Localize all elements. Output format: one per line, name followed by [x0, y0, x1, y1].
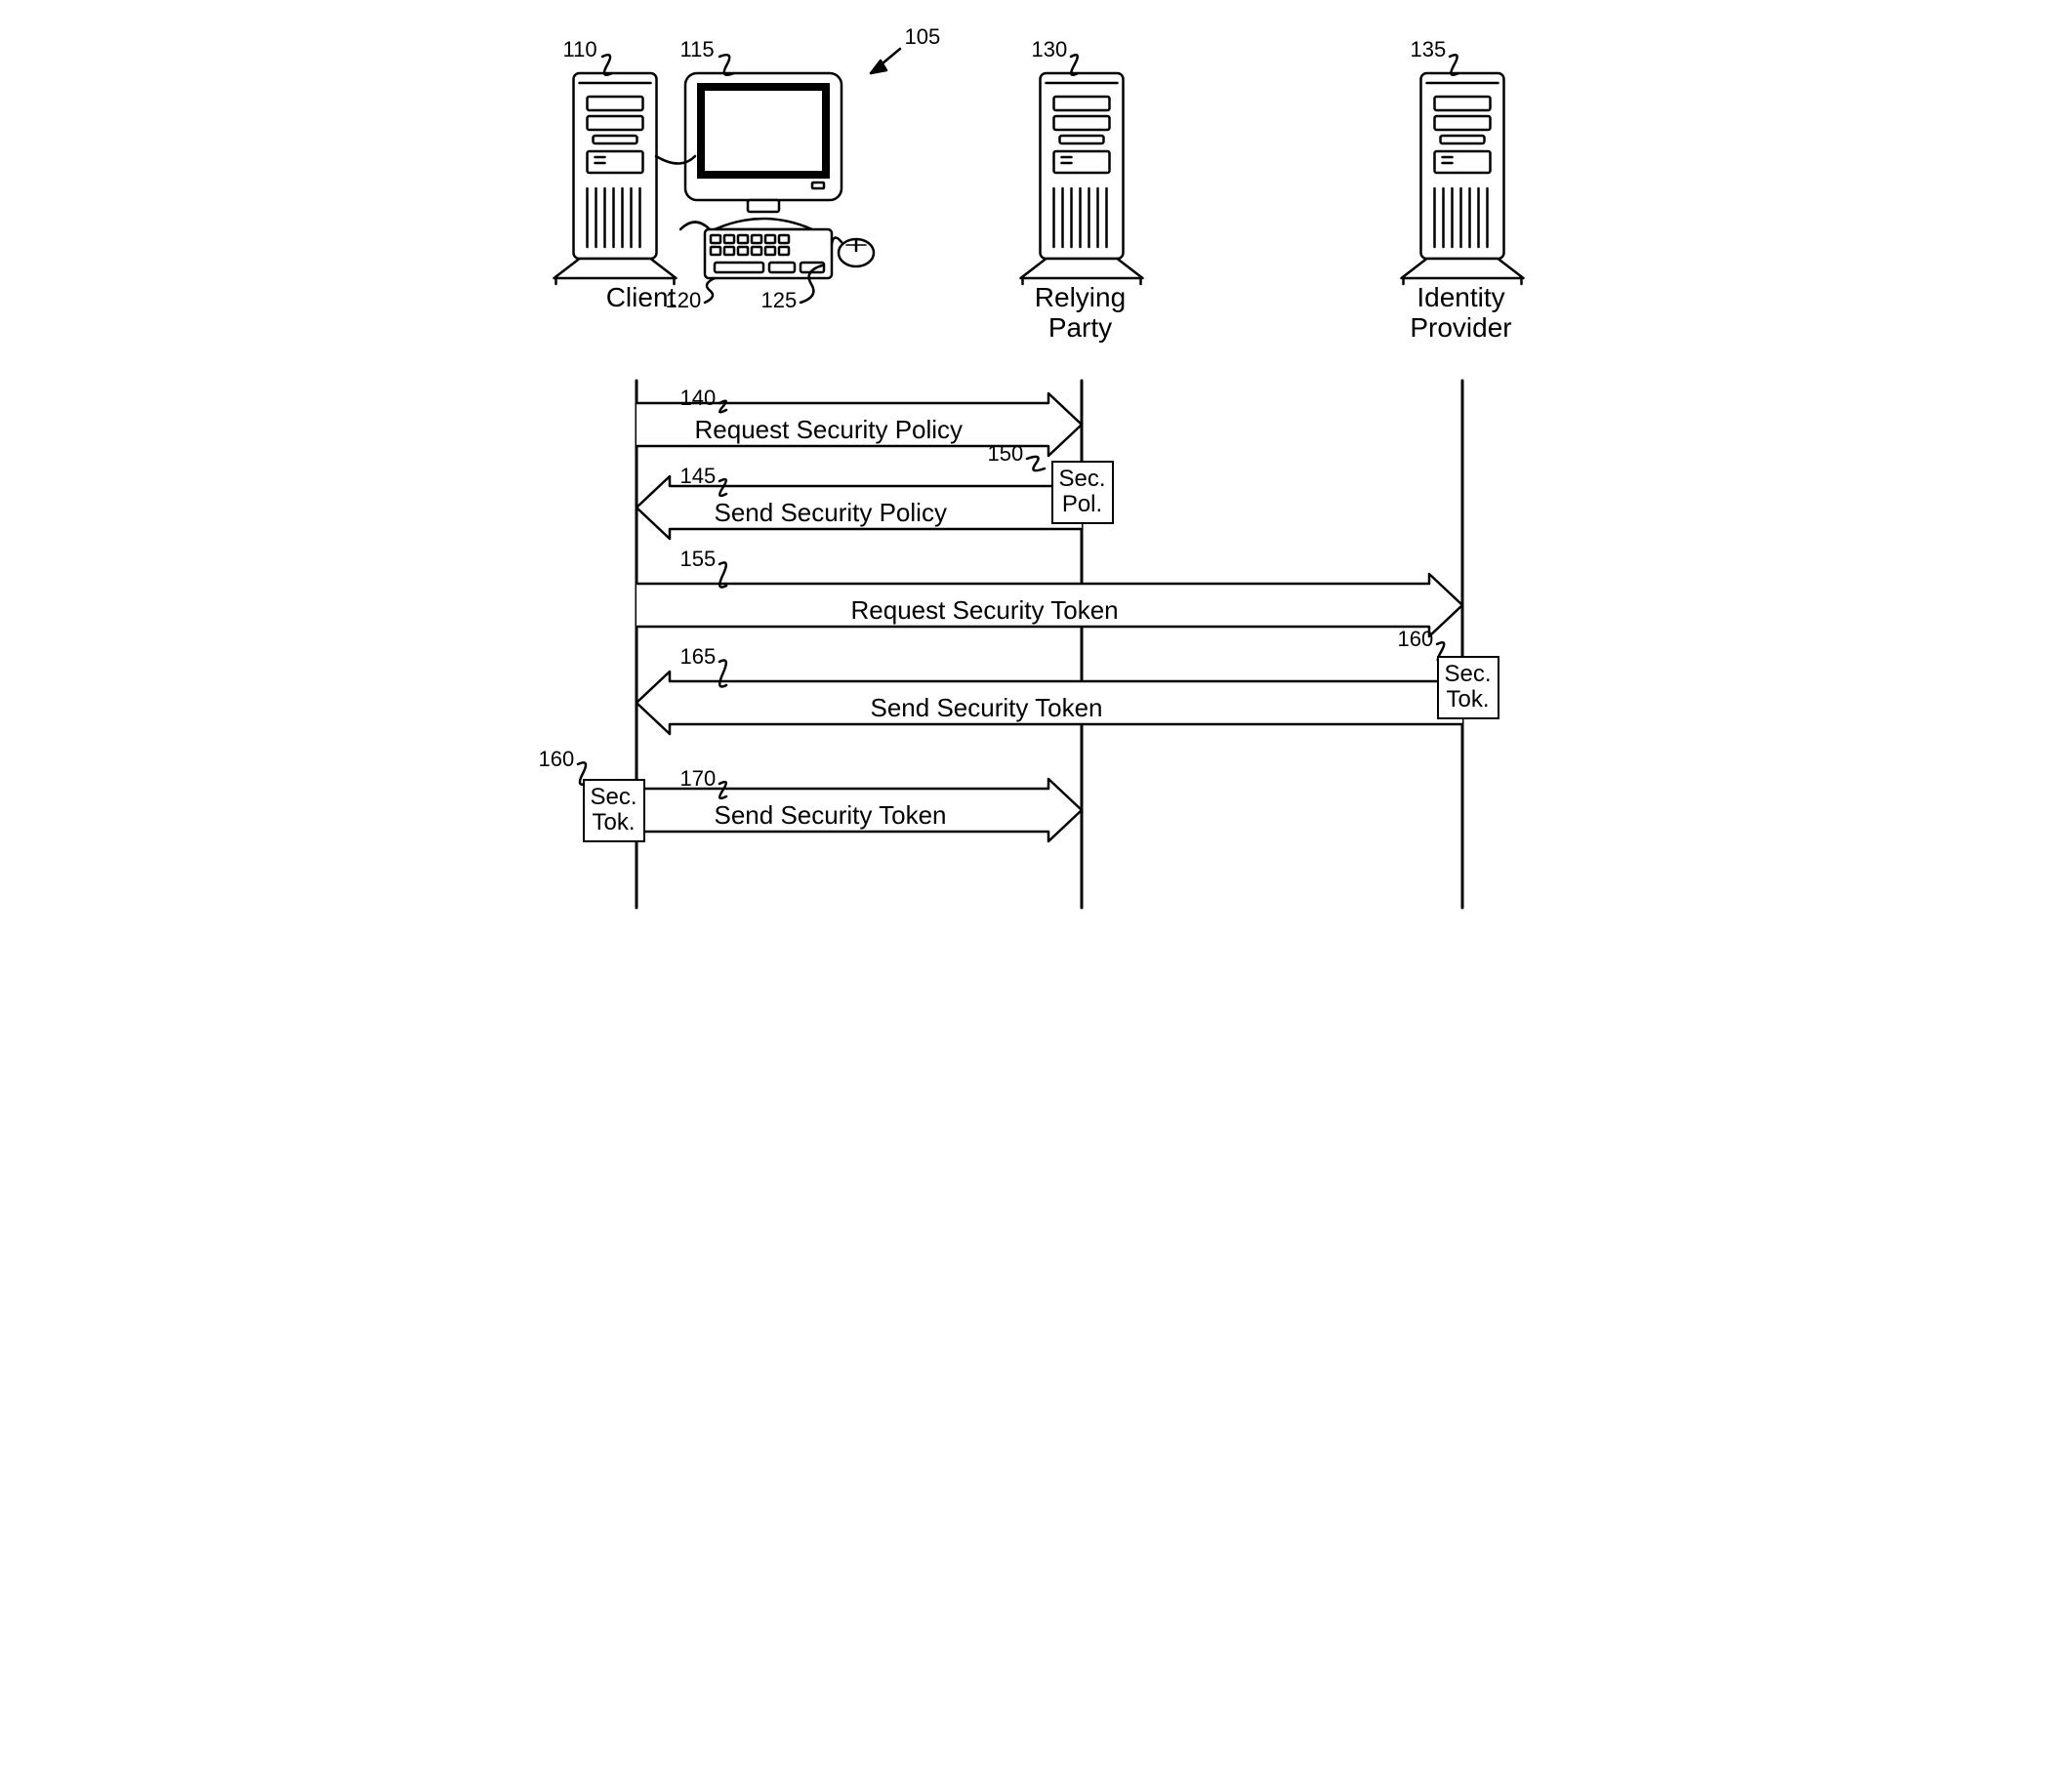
sec-pol-box: Sec. Pol. — [1051, 461, 1114, 524]
ref-120: 120 — [666, 288, 702, 313]
sec-pol-line2: Pol. — [1062, 491, 1102, 517]
ref-170: 170 — [680, 766, 717, 792]
ref-165: 165 — [680, 644, 717, 670]
sec-tok1-line2: Tok. — [1447, 686, 1490, 713]
sec-tok2-line2: Tok. — [593, 809, 636, 835]
ref-110: 110 — [563, 37, 597, 62]
arrow-label-send-token1: Send Security Token — [871, 693, 1103, 723]
sec-tok-box-idp: Sec. Tok. — [1437, 656, 1499, 719]
svg-layer — [510, 20, 1544, 917]
ref-115: 115 — [680, 37, 715, 62]
ref-130: 130 — [1032, 37, 1068, 62]
arrow-label-req-token: Request Security Token — [851, 595, 1119, 626]
sec-tok-box-client: Sec. Tok. — [583, 779, 645, 842]
ref-135: 135 — [1411, 37, 1447, 62]
ref-125: 125 — [761, 288, 798, 313]
identity-provider-label: IdentityProvider — [1393, 283, 1530, 344]
arrow-label-req-policy: Request Security Policy — [695, 415, 964, 445]
ref-160a: 160 — [1398, 627, 1434, 652]
relying-party-label: RelyingParty — [1022, 283, 1139, 344]
sec-pol-line1: Sec. — [1059, 466, 1106, 492]
arrow-label-send-policy: Send Security Policy — [715, 498, 947, 528]
arrow-label-send-token2: Send Security Token — [715, 800, 947, 831]
ref-160b: 160 — [539, 747, 575, 772]
ref-105: 105 — [905, 24, 941, 50]
ref-155: 155 — [680, 547, 717, 572]
ref-150: 150 — [988, 441, 1024, 467]
ref-145: 145 — [680, 464, 717, 489]
sequence-diagram: Client RelyingParty IdentityProvider 105… — [510, 20, 1544, 917]
ref-140: 140 — [680, 386, 717, 411]
sec-tok2-line1: Sec. — [591, 784, 637, 810]
sec-tok1-line1: Sec. — [1445, 661, 1492, 687]
